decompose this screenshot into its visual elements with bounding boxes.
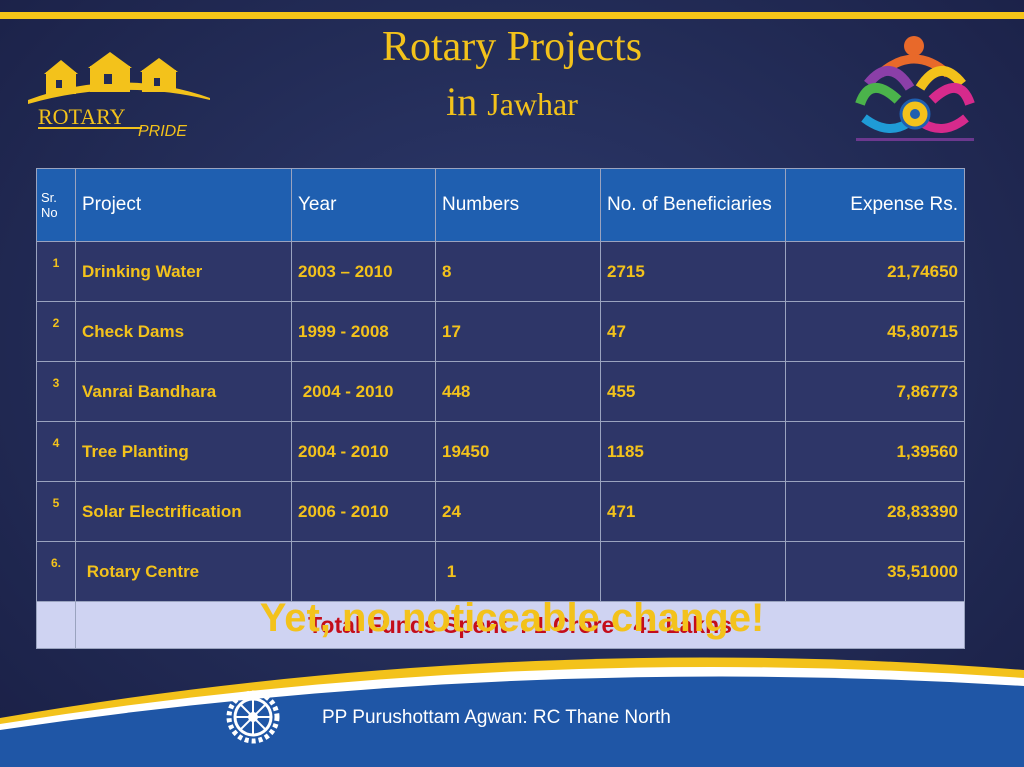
table-row: 2 Check Dams 1999 - 2008 17 47 45,80715 — [36, 301, 965, 362]
total-row: Total Funds Spent : 1 Crore 41 Lakhs — [36, 601, 965, 649]
table-row: 1 Drinking Water 2003 – 2010 8 2715 21,7… — [36, 241, 965, 302]
table-row: 3 Vanrai Bandhara 2004 - 2010 448 455 7,… — [36, 361, 965, 422]
cell-beneficiaries: 1185 — [600, 421, 786, 482]
cell-numbers: 448 — [435, 361, 601, 422]
cell-expense: 45,80715 — [785, 301, 965, 362]
cell-numbers: 17 — [435, 301, 601, 362]
cell-project: Vanrai Bandhara — [75, 361, 292, 422]
rotary-pride-logo: ROTARY PRIDE — [28, 52, 210, 140]
header-year: Year — [291, 168, 436, 242]
cell-sr: 3 — [36, 361, 76, 422]
cell-expense: 7,86773 — [785, 361, 965, 422]
total-funds-text: Total Funds Spent : 1 Crore 41 Lakhs — [75, 601, 965, 649]
top-accent-bar — [0, 12, 1024, 19]
cell-beneficiaries: 455 — [600, 361, 786, 422]
page-subtitle: in Jawhar — [0, 82, 1024, 122]
rotary-wheel-icon — [226, 690, 280, 744]
cell-sr: 4 — [36, 421, 76, 482]
header-numbers: Numbers — [435, 168, 601, 242]
cell-sr: 1 — [36, 241, 76, 302]
cell-beneficiaries: 471 — [600, 481, 786, 542]
cell-numbers: 24 — [435, 481, 601, 542]
subtitle-in: in — [446, 79, 478, 124]
cell-year: 2003 – 2010 — [291, 241, 436, 302]
projects-table: Sr. No Project Year Numbers No. of Benef… — [36, 168, 965, 649]
cell-beneficiaries: 2715 — [600, 241, 786, 302]
cell-project: Tree Planting — [75, 421, 292, 482]
cell-project: Rotary Centre — [75, 541, 292, 602]
header-sr: Sr. No — [36, 168, 76, 242]
page-title: Rotary Projects — [381, 24, 643, 70]
cell-project: Drinking Water — [75, 241, 292, 302]
cell-numbers: 19450 — [435, 421, 601, 482]
cell-expense: 1,39560 — [785, 421, 965, 482]
table-header-row: Sr. No Project Year Numbers No. of Benef… — [36, 168, 965, 242]
cell-sr: 6. — [36, 541, 76, 602]
header-beneficiaries: No. of Beneficiaries — [600, 168, 786, 242]
cell-year: 1999 - 2008 — [291, 301, 436, 362]
table-row: 6. Rotary Centre 1 35,51000 — [36, 541, 965, 602]
cell-expense: 35,51000 — [785, 541, 965, 602]
footer-text: PP Purushottam Agwan: RC Thane North — [322, 707, 671, 728]
cell-expense: 21,74650 — [785, 241, 965, 302]
cell-sr: 2 — [36, 301, 76, 362]
table-row: 4 Tree Planting 2004 - 2010 19450 1185 1… — [36, 421, 965, 482]
cell-year: 2004 - 2010 — [291, 421, 436, 482]
cell-year — [291, 541, 436, 602]
subtitle-place: Jawhar — [487, 86, 578, 122]
logo-text-pride: PRIDE — [138, 123, 187, 140]
cell-beneficiaries — [600, 541, 786, 602]
cell-numbers: 8 — [435, 241, 601, 302]
cell-project: Check Dams — [75, 301, 292, 362]
cell-year: 2004 - 2010 — [291, 361, 436, 422]
rotary-wheel-figures-icon — [855, 36, 975, 141]
footer-wave — [0, 657, 1024, 767]
cell-year: 2006 - 2010 — [291, 481, 436, 542]
header-expense: Expense Rs. — [785, 168, 965, 242]
table-row: 5 Solar Electrification 2006 - 2010 24 4… — [36, 481, 965, 542]
cell-numbers: 1 — [435, 541, 601, 602]
cell-sr: 5 — [36, 481, 76, 542]
tagline: Yet, no noticeable change! — [259, 596, 765, 640]
cell-beneficiaries: 47 — [600, 301, 786, 362]
cell-project: Solar Electrification — [75, 481, 292, 542]
cell-expense: 28,83390 — [785, 481, 965, 542]
village-houses-icon — [28, 52, 210, 104]
header-project: Project — [75, 168, 292, 242]
logo-text-rotary: ROTARY — [38, 104, 126, 129]
